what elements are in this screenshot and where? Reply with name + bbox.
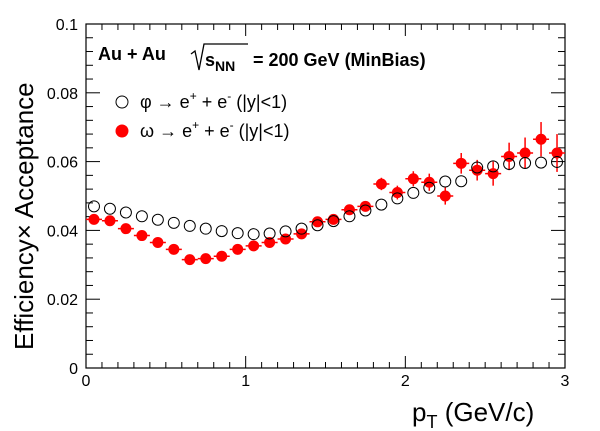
y-tick-label: 0.02: [47, 292, 78, 309]
data-point: [407, 186, 420, 199]
data-point: [535, 156, 548, 169]
header-system: Au + Au: [98, 44, 166, 64]
data-point: [263, 227, 276, 240]
x-tick-label: 3: [561, 373, 570, 390]
legend-marker-omega: [115, 124, 129, 138]
sqrt-sign: [190, 43, 248, 71]
data-point: [343, 210, 356, 223]
data-point: [183, 219, 196, 232]
legend-label-omega: ω → e+ + e- (|y|<1): [140, 118, 290, 141]
data-point: [312, 216, 324, 228]
axis-ticks: [85, 23, 566, 369]
y-tick-label: 0.06: [47, 155, 78, 172]
data-point: [232, 243, 244, 255]
data-point: [167, 216, 180, 229]
data-point: [168, 243, 180, 255]
legend: φ → e+ + e- (|y|<1) ω → e+ + e- (|y|<1): [115, 89, 290, 141]
y-tick-label: 0.1: [56, 17, 78, 34]
data-point: [471, 161, 484, 174]
legend-label-phi: φ → e+ + e- (|y|<1): [140, 89, 287, 112]
data-point: [248, 240, 260, 252]
header-label: Au + Au sNN = 200 GeV (MinBias): [98, 43, 426, 74]
x-tick-label: 2: [401, 373, 410, 390]
data-point: [136, 230, 148, 242]
data-point: [88, 213, 100, 225]
header-energy: = 200 GeV (MinBias): [253, 50, 426, 70]
data-point: [87, 200, 100, 213]
series-layer: [85, 122, 566, 266]
data-point: [439, 175, 452, 188]
data-point: [423, 181, 436, 194]
data-point: [135, 210, 148, 223]
data-point: [200, 253, 212, 265]
y-tick-label: 0.04: [47, 223, 78, 240]
x-axis-title: pT (GeV/c): [412, 397, 534, 431]
data-point: [519, 147, 531, 159]
y-tick-label: 0: [69, 361, 78, 378]
data-point: [295, 222, 308, 235]
data-point: [519, 156, 532, 169]
data-point: [471, 164, 483, 176]
data-point: [103, 202, 116, 215]
header-sqrt-s: sNN: [205, 50, 235, 74]
data-point: [311, 219, 324, 232]
data-point: [327, 215, 340, 228]
data-point: [279, 225, 292, 238]
data-point: [375, 178, 387, 190]
data-point: [455, 175, 468, 188]
legend-marker-phi: [115, 95, 129, 109]
data-point: [551, 147, 563, 159]
data-point: [375, 198, 388, 211]
data-point: [215, 225, 228, 238]
data-point: [359, 204, 372, 217]
x-tick-label: 1: [241, 373, 250, 390]
data-point: [407, 173, 419, 185]
data-point: [152, 236, 164, 248]
tick-labels: 0 1 2 3 0 0.02 0.04 0.06 0.08 0.1: [47, 17, 570, 390]
data-point: [359, 200, 371, 212]
data-point: [231, 227, 244, 240]
y-axis-title: Efficiency× Acceptance: [9, 82, 39, 350]
data-point: [503, 158, 516, 171]
data-point: [199, 222, 212, 235]
data-point: [264, 236, 276, 248]
data-point: [551, 155, 564, 168]
data-point: [343, 204, 355, 216]
data-point: [151, 213, 164, 226]
series-omega: [85, 122, 566, 266]
data-point: [487, 160, 500, 173]
data-point: [120, 223, 132, 235]
data-point: [216, 250, 228, 262]
x-tick-label: 0: [82, 373, 91, 390]
data-point: [104, 215, 116, 227]
data-point: [535, 133, 547, 145]
data-point: [247, 228, 260, 241]
data-point: [119, 206, 132, 219]
data-point: [184, 254, 196, 266]
series-phi: [87, 155, 564, 241]
y-tick-label: 0.08: [47, 86, 78, 103]
data-point: [455, 157, 467, 169]
data-point: [391, 192, 404, 205]
data-point: [439, 190, 451, 202]
